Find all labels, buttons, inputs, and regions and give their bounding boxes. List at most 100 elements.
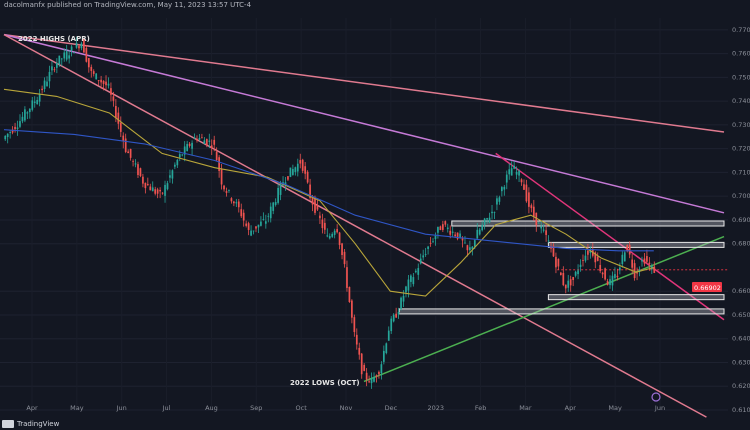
candle-body [532, 206, 535, 217]
candle-body [619, 267, 621, 271]
candle-body [97, 80, 100, 82]
price-tick: 0.72000 [732, 145, 750, 153]
candle-body [387, 330, 390, 341]
candle-body [646, 256, 648, 262]
candle-body [594, 252, 597, 263]
candle-body [395, 313, 397, 318]
candle-body [73, 52, 75, 54]
candle-body [213, 139, 216, 145]
candle-body [417, 268, 420, 275]
time-tick: Apr [565, 404, 577, 412]
current-price-text: 0.66902 [694, 284, 721, 292]
annotation-high: 2022 HIGHS (APR) [18, 35, 90, 43]
candle-body [466, 245, 469, 251]
candle-body [43, 80, 46, 89]
candle-body [464, 242, 466, 244]
candle-body [611, 275, 614, 286]
zone-box [547, 294, 725, 301]
candle-body [609, 279, 611, 286]
candle-body [557, 258, 560, 267]
candle-body [225, 191, 228, 193]
candle-body [412, 277, 415, 285]
candle-body [604, 268, 606, 280]
candle-body [274, 202, 277, 205]
candle-body [481, 224, 484, 231]
time-tick: Nov [340, 404, 353, 412]
annotation-low: 2022 LOWS (OCT) [290, 379, 360, 387]
candle-body [75, 42, 78, 48]
candle-body [137, 164, 139, 176]
candle-body [449, 230, 452, 235]
candle-body [419, 258, 422, 264]
candle-body [623, 252, 626, 262]
candle-body [92, 71, 95, 74]
candle-body [328, 236, 331, 239]
candle-body [410, 275, 412, 282]
candle-body [171, 170, 174, 179]
candle-body [63, 52, 66, 59]
candle-body [31, 100, 34, 110]
candle-body [520, 179, 523, 183]
candle-body [272, 202, 275, 211]
candle-body [115, 105, 117, 119]
candle-body [304, 166, 307, 174]
candle-body [289, 167, 292, 177]
candle-body [309, 184, 311, 199]
candle-body [284, 182, 287, 185]
price-axis-bg [728, 0, 750, 430]
candle-body [621, 254, 624, 265]
candle-body [6, 133, 9, 138]
candle-body [9, 132, 12, 133]
candle-body [365, 372, 368, 380]
price-tick: 0.62000 [732, 382, 750, 390]
candle-body [564, 284, 567, 289]
candle-body [205, 139, 208, 146]
candle-body [292, 169, 294, 175]
candle-body [510, 168, 513, 176]
candle-body [333, 230, 336, 235]
candle-body [491, 211, 493, 214]
candle-body [178, 154, 181, 158]
candle-body [530, 205, 533, 209]
candle-body [169, 175, 171, 178]
candle-body [368, 381, 370, 383]
candle-body [186, 144, 189, 151]
candle-body [83, 39, 85, 53]
time-tick: Sep [250, 404, 262, 412]
candle-body [523, 184, 525, 190]
candle-body [316, 205, 319, 210]
price-tick: 0.76000 [732, 50, 750, 58]
alert-marker[interactable] [651, 392, 661, 402]
candle-body [107, 83, 110, 86]
candle-body [631, 259, 634, 268]
grid [0, 18, 728, 411]
candle-body [267, 215, 270, 217]
price-tick: 0.68000 [732, 240, 750, 248]
candle-body [441, 224, 444, 230]
candle-body [439, 226, 442, 231]
candle-body [105, 81, 107, 86]
candle-body [260, 221, 262, 226]
price-tick: 0.63000 [732, 358, 750, 366]
candle-body [587, 250, 589, 255]
candle-body [188, 143, 191, 146]
candle-body [373, 377, 375, 382]
candle-body [85, 47, 88, 62]
candle-body [51, 66, 53, 71]
candle-body [343, 251, 346, 265]
ma-slow-line [3, 129, 654, 252]
candle-body [122, 135, 125, 142]
candle-body [78, 46, 80, 49]
candle-body [360, 353, 363, 375]
time-tick: Dec [385, 404, 398, 412]
candle-body [434, 235, 437, 240]
candle-body [26, 112, 29, 114]
candle-body [257, 224, 260, 228]
candle-body [262, 219, 265, 220]
time-tick: May [70, 404, 84, 412]
candle-body [11, 129, 14, 133]
candle-body [641, 260, 643, 262]
candle-body [269, 206, 272, 219]
candle-body [279, 182, 282, 195]
